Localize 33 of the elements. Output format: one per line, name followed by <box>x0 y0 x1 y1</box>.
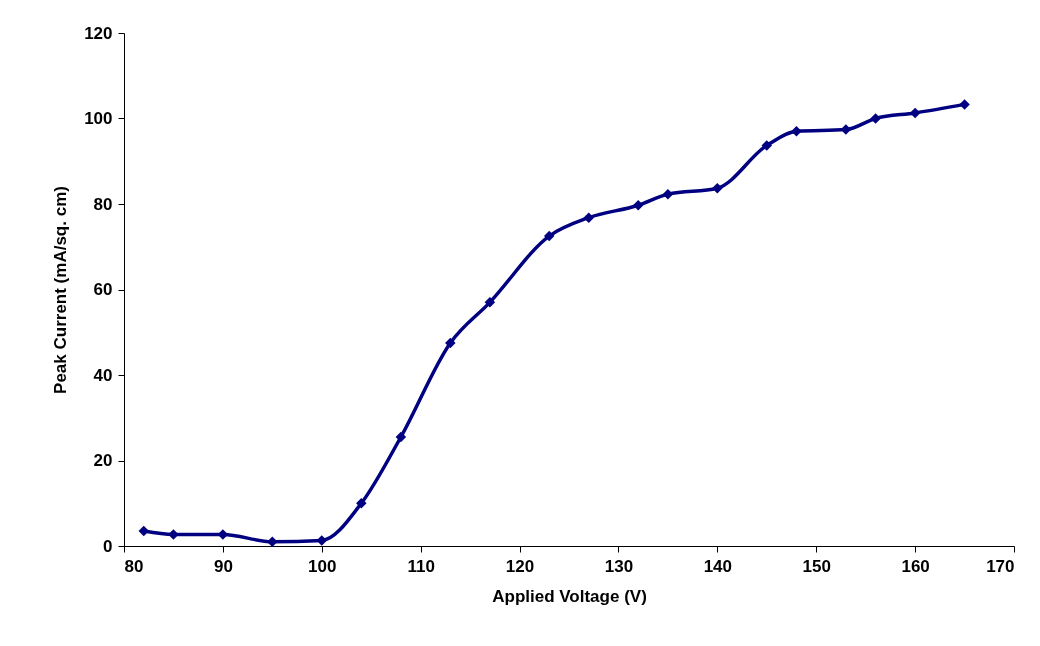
point <box>870 113 881 124</box>
x-tick-label: 100 <box>308 556 337 576</box>
y-axis-title: Peak Current (mA/sq. cm) <box>51 186 71 394</box>
y-tick-label: 40 <box>93 365 113 385</box>
y-tick-label: 20 <box>93 451 113 470</box>
x-tick-label: 130 <box>604 556 634 576</box>
point <box>712 182 723 194</box>
point <box>632 200 644 211</box>
point <box>791 126 802 137</box>
x-tick-label: 140 <box>703 556 733 576</box>
point <box>662 188 674 200</box>
y-tick-label: 80 <box>93 194 113 214</box>
x-tick-label: 80 <box>124 556 144 576</box>
x-tick-label: 120 <box>505 556 535 576</box>
point <box>761 140 773 151</box>
y-tick-label: 100 <box>84 109 113 128</box>
x-tick-label: 90 <box>213 556 233 576</box>
x-axis-title: Applied Voltage (V) <box>492 586 647 606</box>
point <box>543 230 555 242</box>
y-tick-label: 60 <box>93 280 113 299</box>
point <box>445 337 456 349</box>
x-tick-label: 170 <box>986 556 1015 576</box>
x-tick-label: 160 <box>901 556 930 576</box>
x-tick-label: 110 <box>407 556 435 576</box>
y-tick-label: 120 <box>84 23 113 43</box>
point <box>356 498 367 509</box>
point <box>583 212 595 223</box>
x-tick-label: 150 <box>802 556 831 576</box>
point <box>267 536 278 547</box>
y-tick-label: 0 <box>103 536 113 556</box>
point <box>959 99 970 110</box>
point <box>395 431 407 443</box>
point <box>484 297 496 308</box>
